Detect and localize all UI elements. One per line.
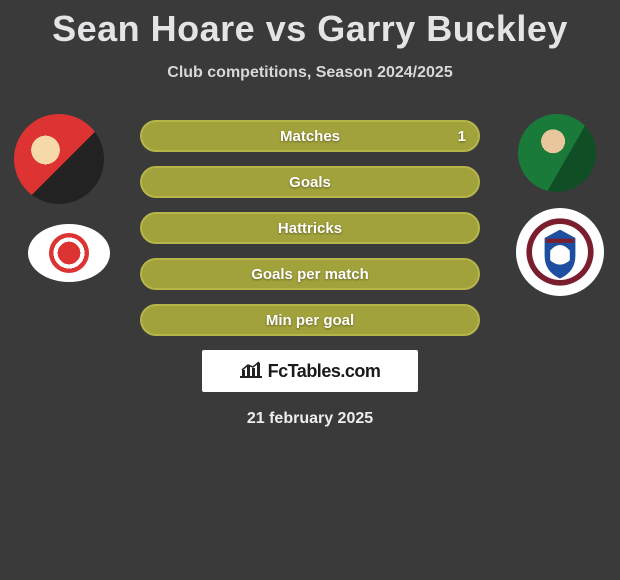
stat-row: Min per goal xyxy=(140,304,480,336)
stat-label: Min per goal xyxy=(266,312,354,329)
stat-row: Goals xyxy=(140,166,480,198)
stat-label: Hattricks xyxy=(278,220,342,237)
club-right-badge xyxy=(516,208,604,296)
player-left-photo xyxy=(14,114,104,204)
date-label: 21 february 2025 xyxy=(0,410,620,428)
branding-text: FcTables.com xyxy=(268,361,381,382)
stat-right-value: 1 xyxy=(458,128,466,145)
player-right-photo xyxy=(518,114,596,192)
subtitle: Club competitions, Season 2024/2025 xyxy=(0,64,620,82)
stat-bars: Matches 1 Goals Hattricks Goals per matc… xyxy=(140,120,480,336)
comparison-panel: Matches 1 Goals Hattricks Goals per matc… xyxy=(0,120,620,428)
stat-row: Matches 1 xyxy=(140,120,480,152)
club-left-badge xyxy=(28,224,110,282)
stat-row: Goals per match xyxy=(140,258,480,290)
branding-badge: FcTables.com xyxy=(202,350,418,392)
stat-label: Goals per match xyxy=(251,266,369,283)
stat-label: Matches xyxy=(280,128,340,145)
chart-icon xyxy=(240,360,262,383)
stat-label: Goals xyxy=(289,174,331,191)
stat-row: Hattricks xyxy=(140,212,480,244)
page-title: Sean Hoare vs Garry Buckley xyxy=(0,0,620,50)
